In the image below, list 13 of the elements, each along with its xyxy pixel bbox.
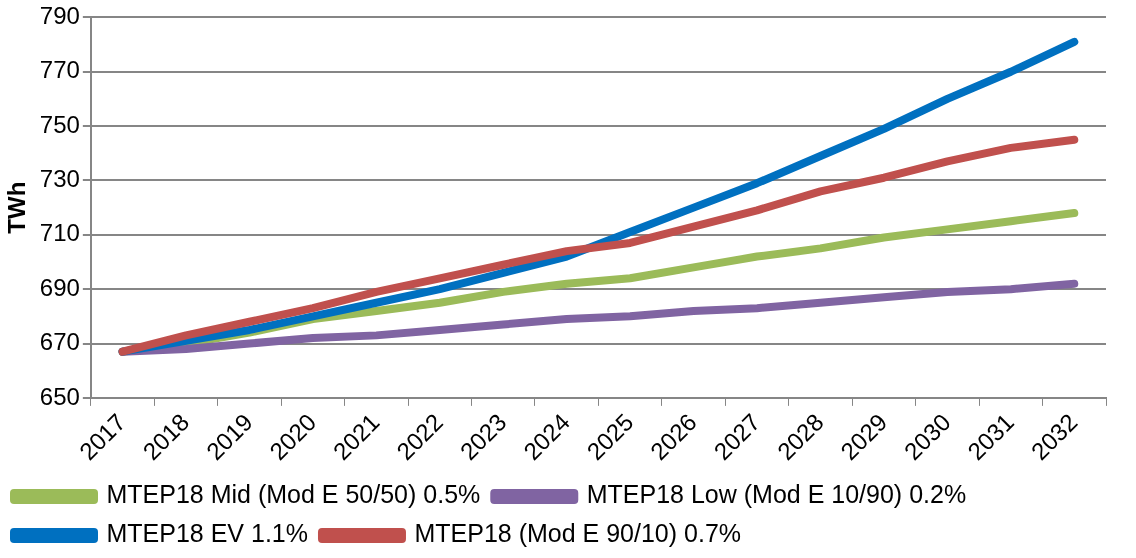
y-tick-label: 770 xyxy=(39,56,80,84)
y-tick-label: 650 xyxy=(39,382,80,410)
y-tick-label: 750 xyxy=(39,110,80,138)
y-tick-label: 670 xyxy=(39,328,80,356)
legend-label: MTEP18 EV 1.1% xyxy=(106,519,308,548)
y-axis-title: TWh xyxy=(3,181,31,234)
legend-label: MTEP18 Low (Mod E 10/90) 0.2% xyxy=(586,480,967,509)
y-tick-label: 730 xyxy=(39,165,80,193)
y-tick-label: 710 xyxy=(39,219,80,247)
y-tick-label: 790 xyxy=(39,2,80,30)
legend-label: MTEP18 Mid (Mod E 50/50) 0.5% xyxy=(106,480,481,509)
legend-label: MTEP18 (Mod E 90/10) 0.7% xyxy=(414,519,742,548)
y-tick-label: 690 xyxy=(39,273,80,301)
